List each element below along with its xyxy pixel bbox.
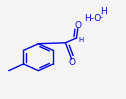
Text: O: O: [69, 59, 76, 68]
Text: H: H: [79, 37, 84, 43]
Text: ·: ·: [100, 13, 103, 23]
Text: O: O: [75, 21, 82, 30]
Text: H-O: H-O: [84, 14, 101, 23]
Text: H: H: [100, 7, 107, 16]
